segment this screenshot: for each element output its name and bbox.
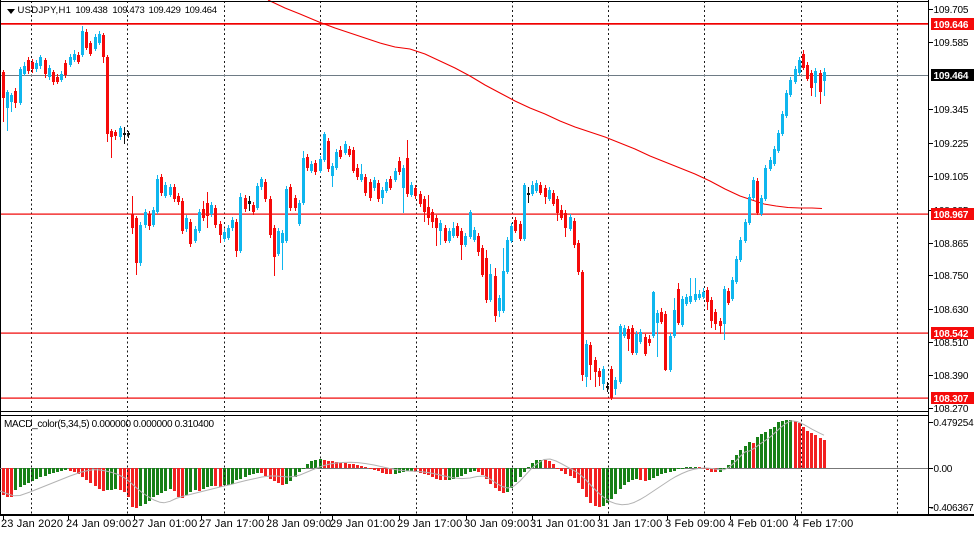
- svg-text:24 Jan 09:00: 24 Jan 09:00: [66, 518, 131, 530]
- svg-text:31 Jan 17:00: 31 Jan 17:00: [597, 518, 662, 530]
- svg-text:109.705: 109.705: [934, 5, 969, 16]
- svg-text:23 Jan 2020: 23 Jan 2020: [1, 518, 63, 530]
- svg-text:31 Jan 01:00: 31 Jan 01:00: [530, 518, 595, 530]
- svg-text:108.542: 108.542: [934, 329, 969, 340]
- svg-text:109.345: 109.345: [934, 105, 969, 116]
- svg-text:4 Feb 01:00: 4 Feb 01:00: [728, 518, 788, 530]
- svg-text:108.865: 108.865: [934, 239, 969, 250]
- svg-text:109.464: 109.464: [185, 5, 217, 16]
- svg-text:109.105: 109.105: [934, 172, 969, 183]
- svg-text:-0.406367: -0.406367: [930, 503, 974, 514]
- svg-text:0.479254: 0.479254: [933, 418, 974, 429]
- svg-text:108.270: 108.270: [934, 404, 969, 415]
- svg-text:0.00: 0.00: [934, 464, 953, 475]
- svg-text:MACD_color(5,34,5) 0.000000 0.: MACD_color(5,34,5) 0.000000 0.000000 0.3…: [4, 419, 215, 430]
- svg-text:108.630: 108.630: [934, 305, 969, 316]
- svg-text:109.225: 109.225: [934, 139, 969, 150]
- svg-text:30 Jan 09:00: 30 Jan 09:00: [464, 518, 529, 530]
- svg-text:3 Feb 09:00: 3 Feb 09:00: [665, 518, 725, 530]
- svg-text:108.750: 108.750: [934, 271, 969, 282]
- svg-text:109.429: 109.429: [149, 5, 181, 16]
- svg-text:109.585: 109.585: [934, 38, 969, 49]
- svg-text:109.473: 109.473: [112, 5, 144, 16]
- svg-text:108.510: 108.510: [934, 338, 969, 349]
- svg-text:108.390: 108.390: [934, 371, 969, 382]
- svg-text:27 Jan 01:00: 27 Jan 01:00: [132, 518, 197, 530]
- svg-text:109.438: 109.438: [75, 5, 107, 16]
- svg-text:109.464: 109.464: [934, 71, 969, 82]
- svg-text:29 Jan 01:00: 29 Jan 01:00: [330, 518, 395, 530]
- svg-text:108.967: 108.967: [934, 210, 969, 221]
- svg-text:109.646: 109.646: [934, 20, 969, 31]
- svg-text:27 Jan 17:00: 27 Jan 17:00: [199, 518, 264, 530]
- svg-text:29 Jan 17:00: 29 Jan 17:00: [397, 518, 462, 530]
- svg-text:4 Feb 17:00: 4 Feb 17:00: [793, 518, 853, 530]
- svg-text:USDJPY,H1: USDJPY,H1: [18, 5, 72, 16]
- svg-text:28 Jan 09:00: 28 Jan 09:00: [266, 518, 331, 530]
- svg-text:108.307: 108.307: [934, 394, 969, 405]
